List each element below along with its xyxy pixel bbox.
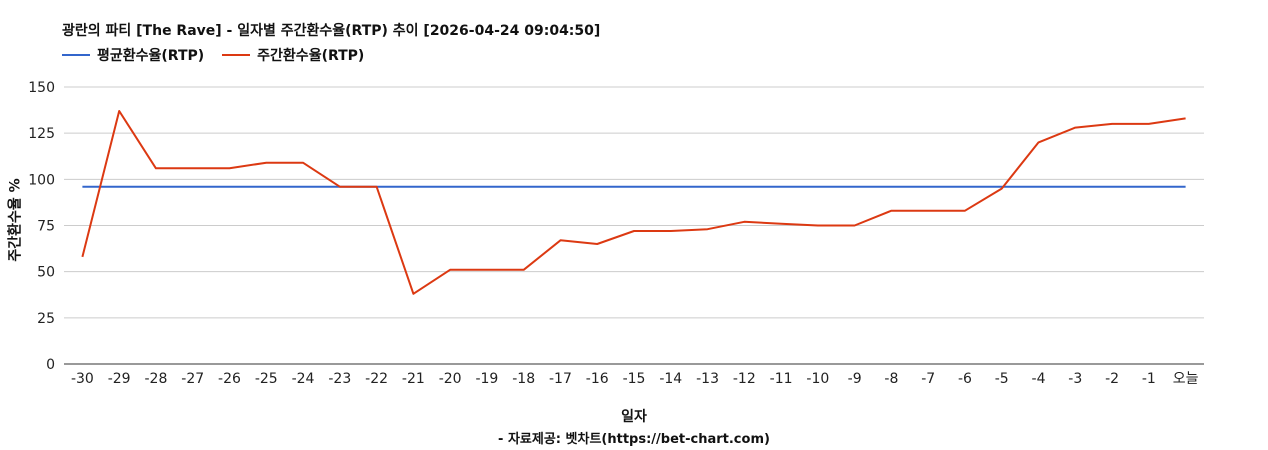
y-tick-label: 25	[37, 311, 55, 327]
x-tick-label: -28	[144, 371, 167, 387]
x-tick-label: -7	[921, 371, 935, 387]
x-tick-label: -12	[733, 371, 756, 387]
y-tick-label: 125	[28, 126, 55, 142]
x-tick-label: -5	[995, 371, 1009, 387]
series-line-1	[81, 110, 1186, 295]
legend-swatch-weekly	[222, 54, 251, 56]
x-tick-label: -18	[512, 371, 535, 387]
x-tick-label: -30	[71, 371, 94, 387]
source-credit: - 자료제공: 벳차트(https://bet-chart.com)	[498, 432, 770, 447]
x-axis-title: 일자	[621, 409, 647, 425]
y-tick-label: 0	[46, 357, 55, 373]
x-tick-label: -27	[181, 371, 204, 387]
x-tick-label: -2	[1105, 371, 1119, 387]
x-tick-label: -10	[806, 371, 829, 387]
y-tick-label: 75	[37, 219, 55, 235]
x-tick-label: -15	[623, 371, 646, 387]
x-tick-label: -8	[884, 371, 898, 387]
x-tick-label: -25	[255, 371, 278, 387]
legend: 평균환수율(RTP) 주간환수율(RTP)	[62, 45, 382, 65]
legend-item-weekly[interactable]: 주간환수율(RTP)	[222, 45, 364, 65]
y-tick-label: 150	[28, 80, 55, 96]
legend-label-average: 평균환수율(RTP)	[97, 48, 205, 64]
x-tick-label: 오늘	[1173, 371, 1199, 387]
legend-label-weekly: 주간환수율(RTP)	[257, 48, 365, 64]
x-tick-label: -29	[108, 371, 131, 387]
x-tick-label: -24	[292, 371, 315, 387]
legend-item-average[interactable]: 평균환수율(RTP)	[62, 45, 204, 65]
x-tick-label: -19	[475, 371, 498, 387]
legend-swatch-average	[62, 54, 90, 56]
x-tick-label: -21	[402, 371, 425, 387]
x-tick-label: -20	[439, 371, 462, 387]
y-tick-label: 50	[37, 265, 55, 281]
x-tick-label: -6	[958, 371, 972, 387]
y-tick-label: 100	[28, 172, 55, 188]
x-tick-label: -26	[218, 371, 241, 387]
x-tick-label: -11	[770, 371, 793, 387]
chart-title: 광란의 파티 [The Rave] - 일자별 주간환수율(RTP) 추이 [2…	[62, 23, 601, 39]
x-tick-label: -4	[1032, 371, 1046, 387]
x-tick-label: -22	[365, 371, 388, 387]
x-tick-label: -9	[848, 371, 862, 387]
x-tick-label: -17	[549, 371, 572, 387]
x-tick-label: -23	[328, 371, 351, 387]
x-tick-label: -3	[1068, 371, 1082, 387]
x-tick-label: -14	[659, 371, 682, 387]
x-tick-label: -16	[586, 371, 609, 387]
x-tick-label: -1	[1142, 371, 1156, 387]
x-tick-label: -13	[696, 371, 719, 387]
